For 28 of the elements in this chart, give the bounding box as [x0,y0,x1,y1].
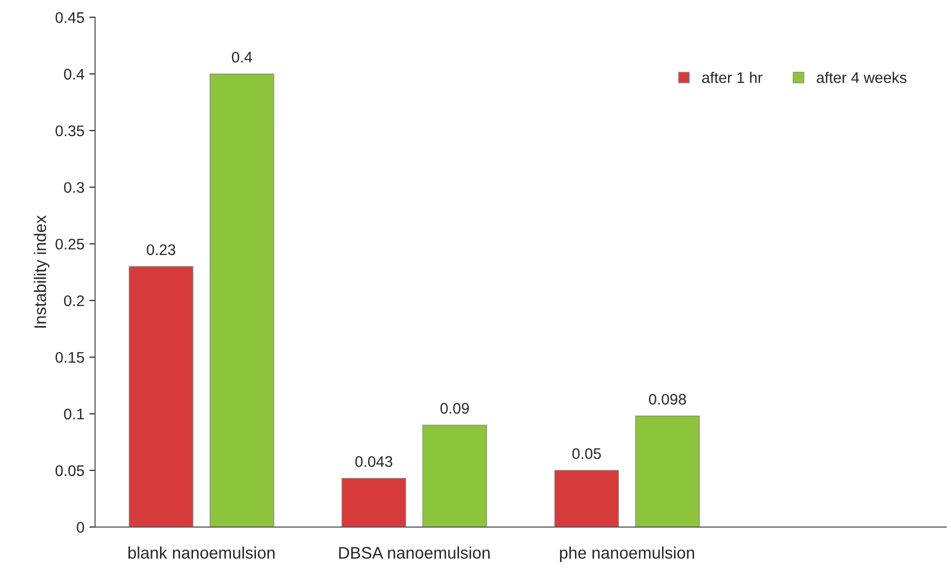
y-axis-title: Instability index [34,215,50,328]
bar [554,470,619,528]
bar [342,478,406,528]
x-tick-label: phe nanoemulsion [560,546,694,562]
data-label: 0.23 [146,244,176,256]
y-tick-label: 0.1 [64,408,84,420]
data-label: 0.09 [440,402,469,414]
data-label: 0.4 [232,52,252,63]
bar [128,266,194,528]
data-label: 0.098 [648,394,686,405]
y-tick-label: 0.05 [56,465,84,476]
x-tick-label: DBSA nanoemulsion [339,546,490,559]
y-tick-label: 0.2 [64,295,84,306]
y-tick-label: 0.35 [56,125,84,136]
legend-label: after 4 weeks [816,72,906,84]
y-tick-label: 0.4 [64,68,84,80]
y-tick-label: 0.45 [56,12,84,23]
y-tick-label: 0.15 [56,352,84,363]
y-tick-label: 0.25 [56,238,84,250]
legend-label: after 1 hr [702,72,762,84]
x-tick-label: blank nanoemulsion [128,546,275,559]
data-label: 0.043 [355,456,392,467]
y-tick-label: 0 [76,522,84,533]
data-label: 0.05 [572,448,601,460]
bar [210,74,274,528]
bar [635,416,700,528]
bar [422,424,487,528]
y-tick-label: 0.3 [64,182,84,193]
